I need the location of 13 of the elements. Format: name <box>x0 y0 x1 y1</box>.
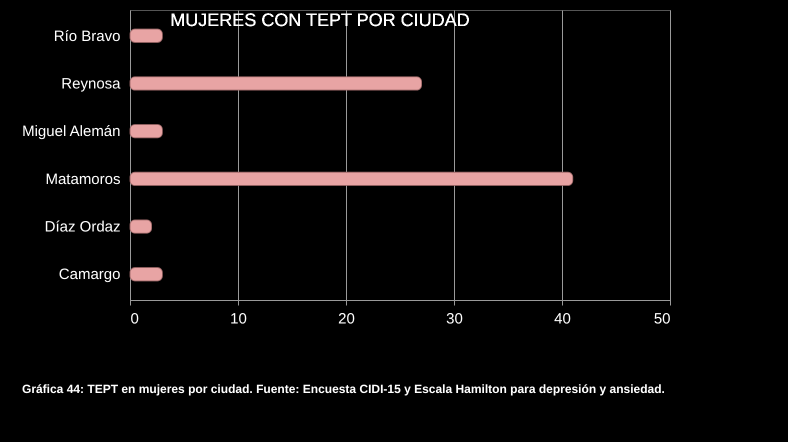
y-tick-label: Miguel Alemán <box>22 123 120 140</box>
x-tick-label: 50 <box>654 310 670 328</box>
x-tick-label: 0 <box>130 310 139 328</box>
y-tick-label: Reynosa <box>61 75 122 92</box>
y-tick-label: Camargo <box>58 266 120 284</box>
y-tick-label: Matamoros <box>45 170 120 188</box>
y-tick-label: Díaz Ordaz <box>44 218 120 236</box>
x-tick-label: 10 <box>230 310 247 328</box>
x-tick-label: 30 <box>446 310 463 328</box>
x-tick-label: 20 <box>338 310 355 328</box>
x-tick-label: 40 <box>554 310 571 328</box>
y-tick-label: Río Bravo <box>54 28 120 45</box>
text: Gráfica 44: TEPT en mujeres por ciudad. Fuente: Encuesta CIDI-15 y Escala Hamilton para depresión y ansiedad. <box>22 382 666 396</box>
